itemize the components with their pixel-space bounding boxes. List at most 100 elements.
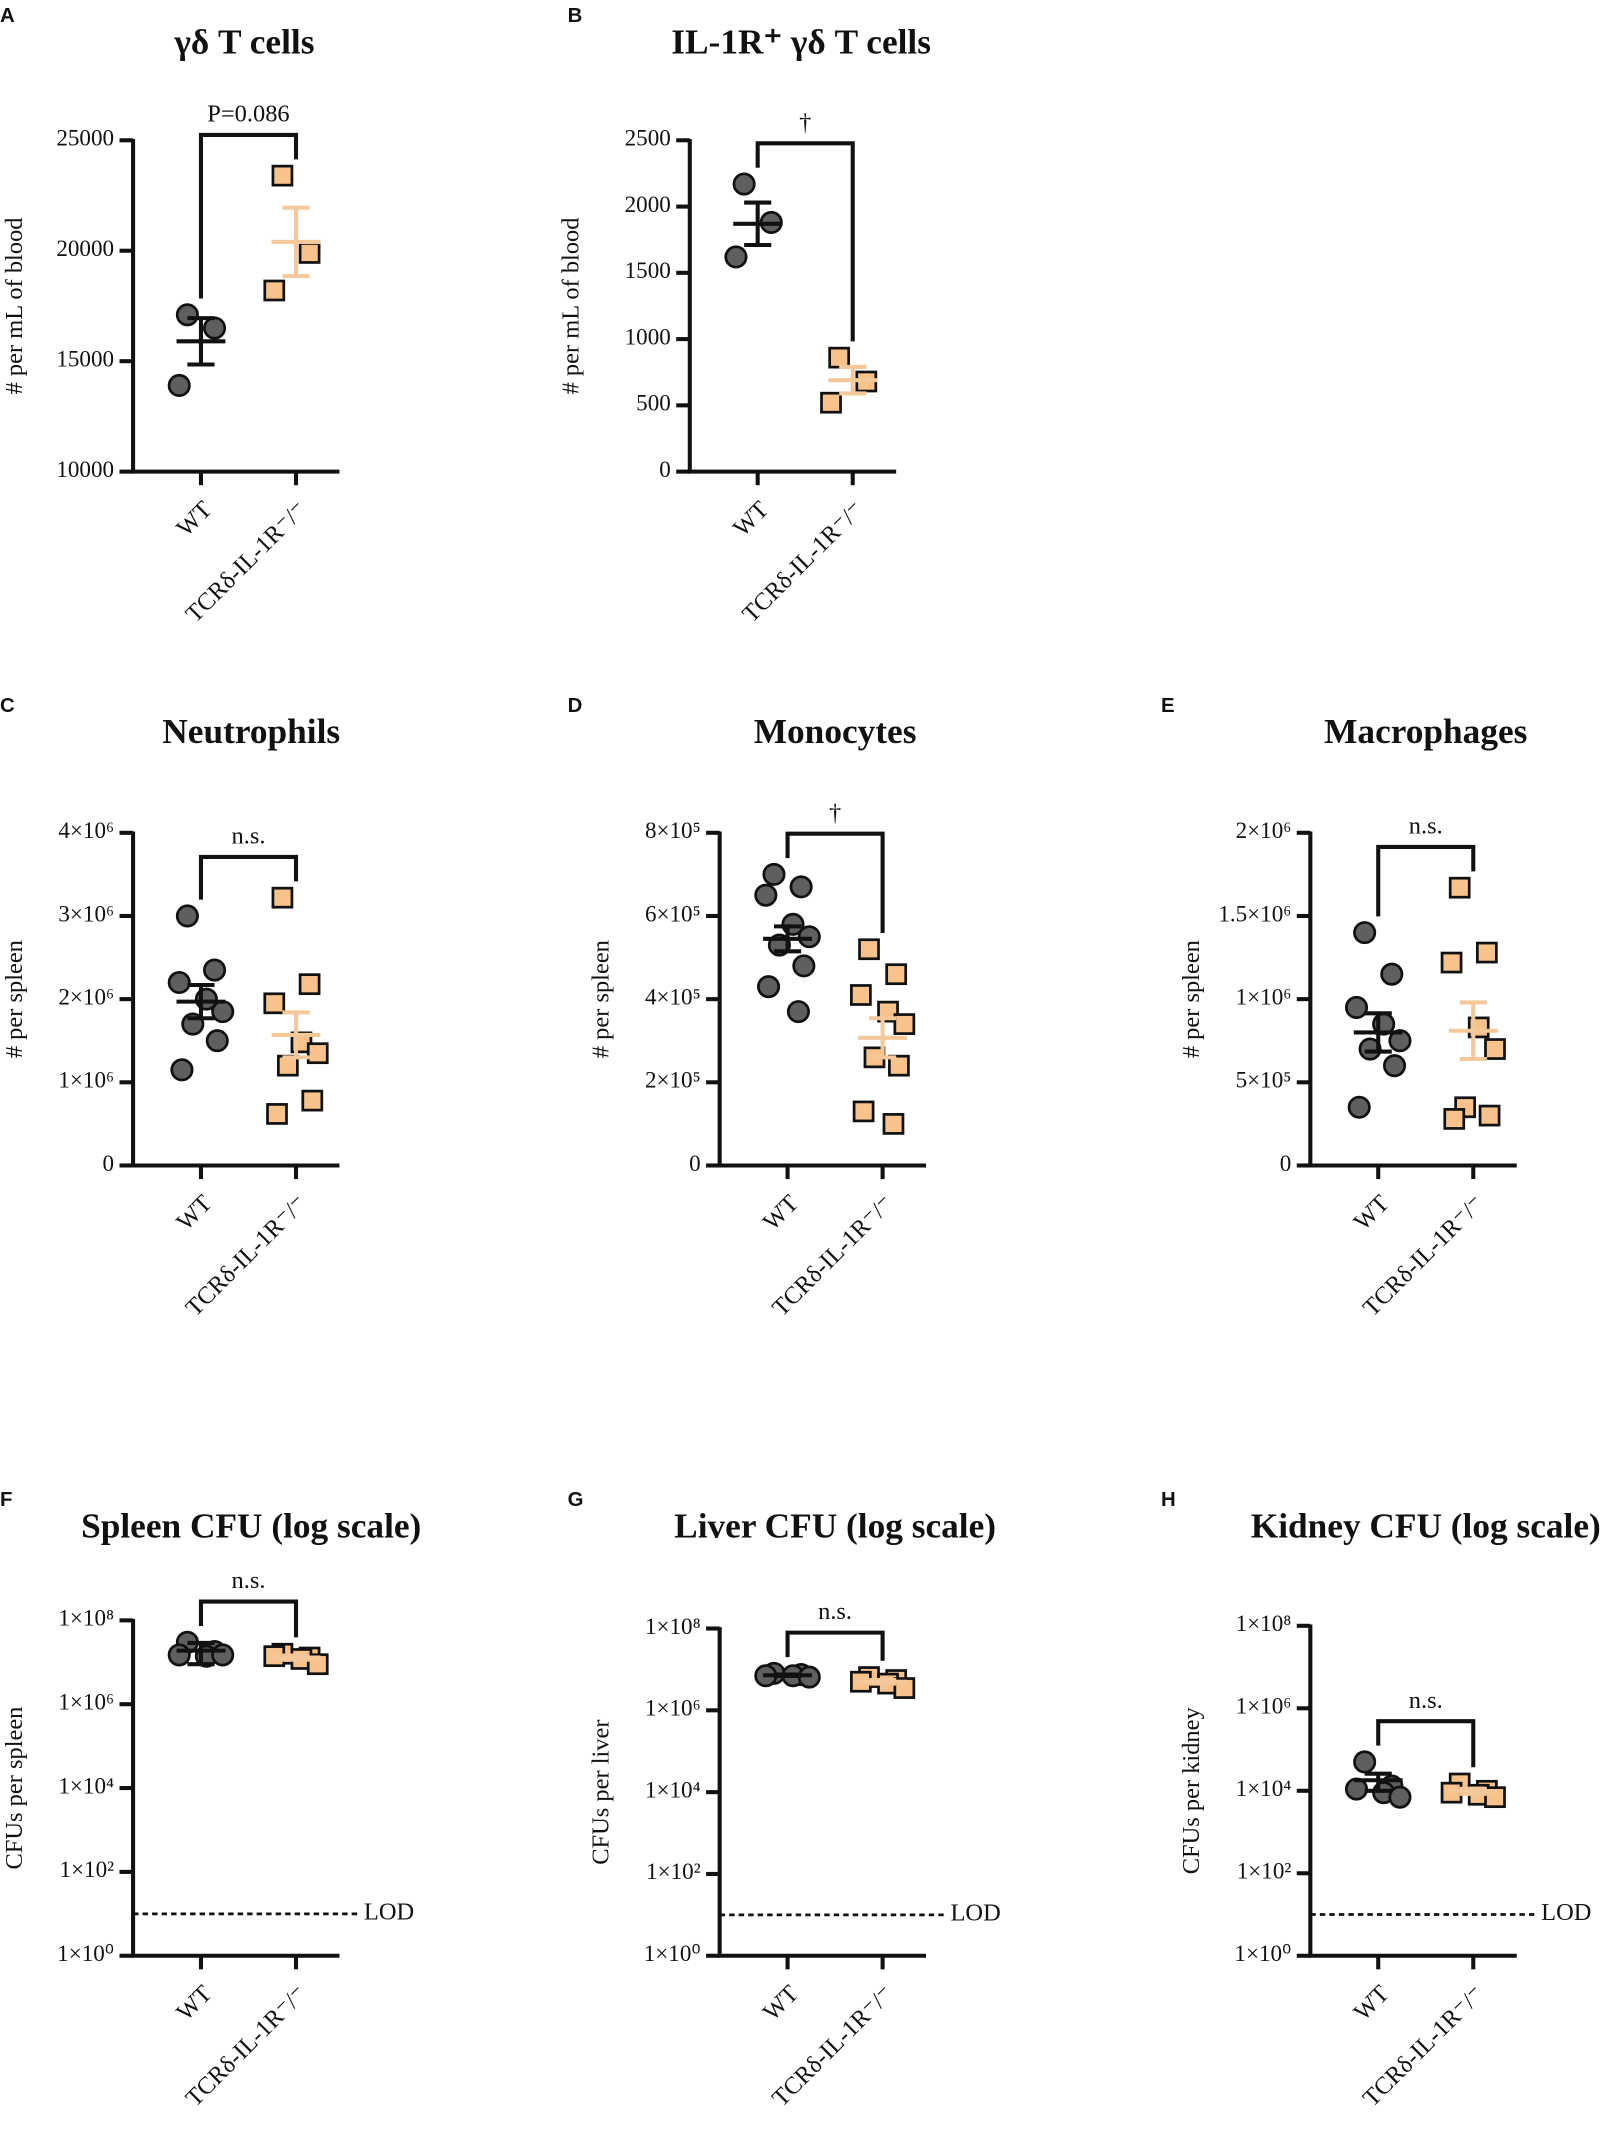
data-point bbox=[263, 992, 286, 1015]
y-tick-label: 1×10⁸ bbox=[645, 1613, 701, 1639]
y-tick-label: 500 bbox=[636, 390, 671, 416]
data-point bbox=[858, 938, 880, 961]
lod-label: LOD bbox=[951, 1899, 1001, 1926]
y-tick-label: 0 bbox=[659, 456, 671, 482]
y-tick-label: 3×10⁶ bbox=[58, 900, 114, 926]
y-tick-label: 15000 bbox=[56, 345, 114, 371]
panel-letter: G bbox=[568, 1489, 584, 1511]
y-tick-label: 8×10⁵ bbox=[645, 817, 701, 843]
significance-bracket bbox=[198, 132, 299, 299]
significance-label: n.s. bbox=[232, 1567, 266, 1594]
data-point bbox=[1380, 962, 1404, 986]
y-tick-label: 1000 bbox=[625, 323, 671, 349]
y-tick-label: 2×10⁶ bbox=[1236, 817, 1292, 843]
y-tick-label: 0 bbox=[103, 1150, 115, 1176]
chart-title: γδ T cells bbox=[173, 22, 314, 61]
significance-label: n.s. bbox=[1409, 1687, 1443, 1714]
lod-label: LOD bbox=[364, 1898, 414, 1925]
data-point bbox=[893, 1013, 916, 1035]
data-point bbox=[757, 975, 781, 999]
y-tick-label: 1×10⁰ bbox=[57, 1940, 114, 1966]
data-point bbox=[1353, 921, 1377, 945]
data-point bbox=[301, 1089, 324, 1112]
y-axis-label: # per mL of blood bbox=[558, 217, 585, 394]
x-tick-label: WT bbox=[728, 496, 774, 542]
data-point bbox=[298, 973, 321, 996]
y-tick-label: 1×10⁸ bbox=[58, 1605, 114, 1631]
data-point bbox=[786, 1000, 810, 1024]
data-point bbox=[211, 1000, 235, 1024]
panel-letter: C bbox=[0, 695, 15, 717]
significance-bracket bbox=[785, 831, 885, 933]
y-tick-label: 25000 bbox=[56, 125, 114, 151]
chart-title: IL-1R⁺ γδ T cells bbox=[671, 22, 931, 61]
data-point bbox=[1443, 1108, 1466, 1130]
significance-bracket bbox=[755, 141, 855, 342]
x-tick-label: WT bbox=[171, 1980, 217, 2026]
y-tick-label: 1×10² bbox=[646, 1858, 701, 1884]
y-tick-label: 5×10⁵ bbox=[1236, 1067, 1292, 1093]
x-tick-label: WT bbox=[758, 1980, 804, 2026]
lod-label: LOD bbox=[1541, 1899, 1591, 1926]
x-tick-label: WT bbox=[171, 1190, 217, 1236]
y-tick-label: 10000 bbox=[56, 456, 114, 482]
data-point bbox=[885, 963, 908, 986]
panel-letter: F bbox=[0, 1489, 12, 1511]
y-axis-label: # per spleen bbox=[587, 940, 614, 1058]
y-tick-label: 1500 bbox=[625, 257, 671, 283]
y-tick-label: 1.5×10⁶ bbox=[1218, 900, 1291, 926]
x-tick-label: WT bbox=[1349, 1190, 1395, 1236]
data-point bbox=[762, 862, 786, 886]
significance-bracket bbox=[1376, 844, 1476, 917]
y-tick-label: 4×10⁵ bbox=[645, 983, 701, 1009]
y-tick-label: 2000 bbox=[625, 191, 671, 217]
data-point bbox=[167, 373, 191, 398]
y-tick-label: 2×10⁶ bbox=[58, 983, 114, 1009]
y-tick-label: 6×10⁵ bbox=[645, 900, 701, 926]
data-point bbox=[170, 1058, 194, 1082]
data-point bbox=[850, 984, 872, 1006]
significance-label: † bbox=[829, 799, 841, 826]
data-point bbox=[306, 1042, 329, 1065]
y-tick-label: 4×10⁶ bbox=[58, 817, 114, 843]
y-tick-label: 1×10⁶ bbox=[1236, 1693, 1292, 1719]
y-tick-label: 1×10⁴ bbox=[645, 1776, 701, 1802]
y-tick-label: 1×10⁰ bbox=[1234, 1940, 1291, 1966]
data-point bbox=[852, 1100, 875, 1123]
data-point bbox=[211, 1643, 235, 1667]
y-tick-label: 1×10⁶ bbox=[1236, 983, 1292, 1009]
y-tick-label: 20000 bbox=[56, 235, 114, 261]
y-axis-label: # per mL of blood bbox=[1, 217, 28, 394]
panel-letter: B bbox=[568, 5, 583, 27]
chart-title: Spleen CFU (log scale) bbox=[81, 1506, 421, 1545]
significance-bracket bbox=[198, 854, 299, 900]
data-point bbox=[797, 925, 821, 949]
y-axis-label: CFUs per kidney bbox=[1178, 1707, 1205, 1875]
data-point bbox=[1353, 1750, 1377, 1774]
chart-title: Liver CFU (log scale) bbox=[674, 1506, 996, 1545]
data-point bbox=[820, 391, 842, 414]
data-point bbox=[203, 958, 227, 982]
data-point bbox=[1448, 876, 1471, 899]
significance-bracket bbox=[1376, 1719, 1476, 1768]
y-tick-label: 1×10⁶ bbox=[645, 1695, 701, 1721]
data-point bbox=[882, 1113, 905, 1135]
data-point bbox=[298, 242, 321, 264]
y-tick-label: 1×10⁰ bbox=[644, 1940, 701, 1966]
data-point bbox=[1388, 1785, 1412, 1809]
panel-letter: D bbox=[568, 695, 583, 717]
y-tick-label: 1×10⁶ bbox=[58, 1689, 114, 1715]
significance-label: † bbox=[799, 109, 811, 136]
chart-title: Neutrophils bbox=[162, 712, 340, 751]
chart-title: Kidney CFU (log scale) bbox=[1251, 1506, 1601, 1545]
y-tick-label: 2×10⁵ bbox=[645, 1067, 701, 1093]
data-point bbox=[1475, 941, 1498, 964]
data-point bbox=[1344, 995, 1369, 1020]
data-point bbox=[1347, 1095, 1371, 1119]
data-point bbox=[263, 279, 286, 302]
data-point bbox=[271, 164, 294, 187]
panel-letter: A bbox=[0, 5, 15, 27]
panel-letter: H bbox=[1161, 1489, 1176, 1511]
chart-title: Monocytes bbox=[754, 712, 917, 751]
